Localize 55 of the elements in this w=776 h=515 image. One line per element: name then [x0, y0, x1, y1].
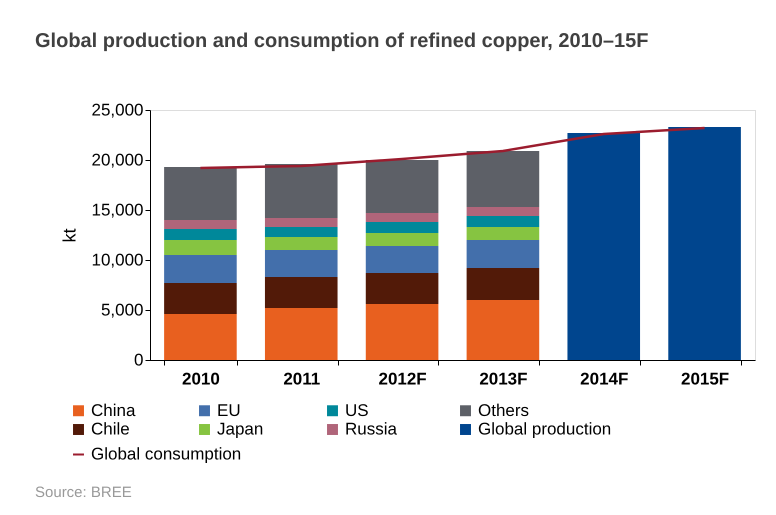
- x-tick-label: 2010: [182, 370, 220, 388]
- bar: [466, 216, 540, 227]
- bar: [264, 277, 338, 308]
- bar: [466, 151, 540, 207]
- legend-label: Japan: [217, 420, 264, 438]
- y-tick-label: 10,000: [92, 250, 144, 270]
- bar: [366, 304, 438, 360]
- x-tick-label: 2013F: [479, 370, 528, 388]
- line-series: [199, 126, 706, 170]
- legend-label: China: [91, 400, 136, 420]
- bar: [164, 240, 237, 255]
- bar: [466, 300, 540, 360]
- legend-label: Global production: [478, 420, 612, 438]
- bar: [366, 246, 438, 273]
- bar: [164, 314, 237, 360]
- legend-label: US: [345, 400, 369, 420]
- bar: [264, 164, 338, 218]
- bar: [668, 127, 741, 360]
- bar: [366, 273, 438, 304]
- legend-label: EU: [217, 400, 241, 420]
- bar: [366, 222, 438, 233]
- bar: [366, 233, 438, 246]
- legend-label: Others: [478, 400, 530, 420]
- legend-label: Global consumption: [91, 444, 242, 464]
- y-tick-label: 5,000: [100, 300, 144, 320]
- bar: [466, 240, 540, 268]
- bar: [164, 283, 237, 314]
- x-tick-label: 2015F: [680, 370, 730, 388]
- y-tick-label: 0: [134, 350, 144, 370]
- legend-label: Russia: [345, 420, 398, 438]
- bar: [264, 308, 338, 360]
- source-note: Source: BREE: [35, 484, 132, 501]
- bar: [164, 229, 237, 240]
- bar: [264, 227, 338, 237]
- bar: [466, 227, 540, 240]
- y-tick-label: 20,000: [92, 150, 144, 170]
- y-tick-label: 15,000: [92, 200, 144, 220]
- y-tick-label: 25,000: [92, 100, 144, 120]
- legend-label: Chile: [91, 420, 130, 438]
- bar: [366, 160, 438, 213]
- bar: [264, 218, 338, 227]
- bar: [466, 207, 540, 216]
- x-tick-label: 2011: [283, 370, 320, 388]
- bar: [366, 213, 438, 222]
- bar: [164, 255, 237, 283]
- y-axis-title: kt: [60, 228, 80, 243]
- bar: [466, 268, 540, 300]
- chart-title: Global production and consumption of refined copper, 2010–15F: [35, 30, 648, 52]
- bar: [567, 133, 640, 360]
- bar: [164, 167, 237, 220]
- bar: [264, 250, 338, 277]
- bar: [164, 220, 237, 229]
- x-tick-label: 2014F: [580, 370, 628, 388]
- bar: [264, 237, 338, 250]
- x-tick-label: 2012F: [378, 370, 427, 388]
